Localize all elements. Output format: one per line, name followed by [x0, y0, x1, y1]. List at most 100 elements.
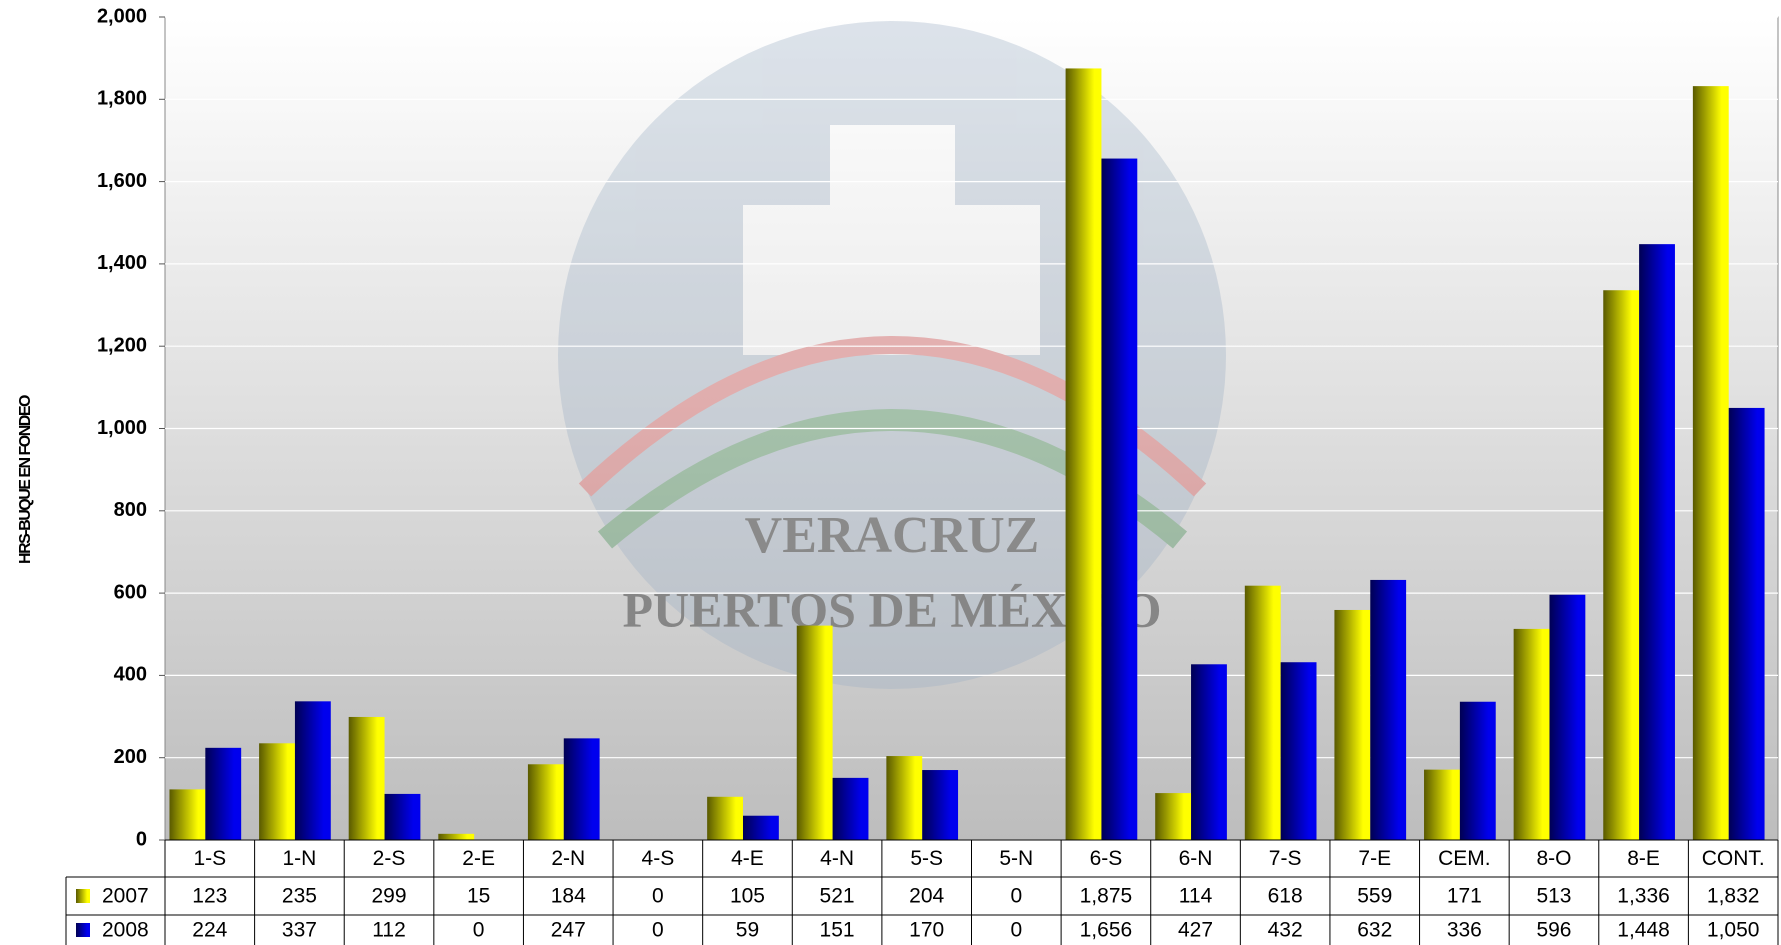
- table-value: 105: [730, 885, 765, 908]
- bar: [1603, 290, 1639, 840]
- bar: [1191, 664, 1227, 840]
- table-value: 299: [372, 885, 407, 908]
- bar: [438, 834, 474, 840]
- table-value: 427: [1178, 919, 1213, 942]
- table-value: 337: [282, 919, 317, 942]
- x-tick-label: 4-N: [820, 847, 854, 870]
- y-tick-label: 1,200: [97, 334, 147, 356]
- table-value: 114: [1179, 885, 1213, 908]
- bar: [1245, 586, 1281, 840]
- table-value: 336: [1447, 919, 1482, 942]
- y-tick-label: 600: [114, 581, 147, 603]
- y-tick-label: 0: [136, 828, 147, 850]
- x-tick-label: 2-E: [462, 847, 495, 870]
- x-tick-label: 6-S: [1090, 847, 1123, 870]
- y-tick-label: 1,800: [97, 88, 147, 110]
- y-tick-label: 1,600: [97, 170, 147, 192]
- y-tick-label: 2,000: [97, 5, 147, 27]
- x-tick-label: CONT.: [1702, 847, 1765, 870]
- bar: [1334, 610, 1370, 840]
- x-tick-label: 8-O: [1536, 847, 1571, 870]
- x-tick-label: 1-N: [282, 847, 316, 870]
- table-value: 112: [372, 919, 405, 942]
- table-value: 0: [652, 885, 664, 908]
- x-tick-label: 1-S: [193, 847, 226, 870]
- y-tick-label: 1,000: [97, 417, 147, 439]
- bar: [743, 816, 779, 840]
- y-axis-label: HRS-BUQUE EN FONDEO: [17, 395, 34, 564]
- y-tick-label: 400: [114, 664, 147, 686]
- watermark-text: VERACRUZ: [745, 507, 1040, 564]
- table-value: 224: [192, 919, 227, 942]
- table-value: 596: [1536, 919, 1571, 942]
- table-value: 59: [736, 919, 759, 942]
- bar: [564, 738, 600, 840]
- table-value: 559: [1357, 885, 1392, 908]
- legend-label: 2008: [102, 919, 149, 942]
- table-value: 0: [473, 919, 485, 942]
- legend-key: [76, 889, 90, 903]
- x-tick-label: 7-E: [1358, 847, 1391, 870]
- x-tick-label: 8-E: [1627, 847, 1660, 870]
- table-value: 521: [820, 885, 855, 908]
- bar: [259, 743, 295, 840]
- table-value: 171: [1447, 885, 1482, 908]
- bar: [1101, 159, 1137, 840]
- bar: [205, 748, 241, 840]
- bar: [528, 764, 564, 840]
- bar: [1514, 629, 1550, 840]
- bar: [1281, 662, 1317, 840]
- bar: [922, 770, 958, 840]
- x-tick-label: 6-N: [1179, 847, 1213, 870]
- bar: [1370, 580, 1406, 840]
- bar: [1066, 68, 1102, 840]
- legend-key: [76, 923, 90, 937]
- y-tick-label: 800: [114, 499, 147, 521]
- table-value: 1,448: [1617, 919, 1670, 942]
- table-value: 170: [909, 919, 944, 942]
- bar: [1549, 595, 1585, 840]
- bar: [1424, 770, 1460, 840]
- x-tick-label: 5-S: [910, 847, 943, 870]
- table-value: 1,050: [1707, 919, 1760, 942]
- table-value: 123: [192, 885, 227, 908]
- x-tick-label: 2-S: [373, 847, 406, 870]
- bar: [295, 701, 331, 840]
- table-value: 0: [1010, 919, 1022, 942]
- table-value: 1,832: [1707, 885, 1760, 908]
- table-value: 1,656: [1080, 919, 1133, 942]
- table-value: 0: [652, 919, 664, 942]
- bar: [385, 794, 421, 840]
- x-tick-label: CEM.: [1438, 847, 1491, 870]
- x-tick-label: 2-N: [551, 847, 585, 870]
- bar: [1639, 244, 1675, 840]
- table-value: 15: [467, 885, 490, 908]
- table-value: 432: [1268, 919, 1303, 942]
- chart: VERACRUZ PUERTOS DE MÉXICO HRS-BUQUE EN …: [0, 0, 1781, 945]
- y-tick-label: 1,400: [97, 252, 147, 274]
- table-value: 204: [909, 885, 944, 908]
- table-value: 632: [1357, 919, 1392, 942]
- table-value: 0: [1010, 885, 1022, 908]
- table-value: 247: [551, 919, 586, 942]
- bar: [1693, 86, 1729, 840]
- bar: [1460, 702, 1496, 840]
- legend-label: 2007: [102, 885, 149, 908]
- bar: [797, 626, 833, 840]
- x-tick-label: 7-S: [1269, 847, 1302, 870]
- bar: [833, 778, 869, 840]
- table-value: 184: [551, 885, 586, 908]
- table-value: 151: [820, 919, 855, 942]
- table-value: 235: [282, 885, 317, 908]
- x-tick-label: 4-E: [731, 847, 764, 870]
- x-tick-label: 5-N: [999, 847, 1033, 870]
- bar: [1155, 793, 1191, 840]
- bar: [349, 717, 385, 840]
- table-value: 618: [1268, 885, 1303, 908]
- bar: [1729, 408, 1765, 840]
- table-value: 1,336: [1617, 885, 1670, 908]
- table-value: 513: [1536, 885, 1571, 908]
- x-tick-label: 4-S: [642, 847, 675, 870]
- bar: [886, 756, 922, 840]
- bar: [169, 789, 205, 840]
